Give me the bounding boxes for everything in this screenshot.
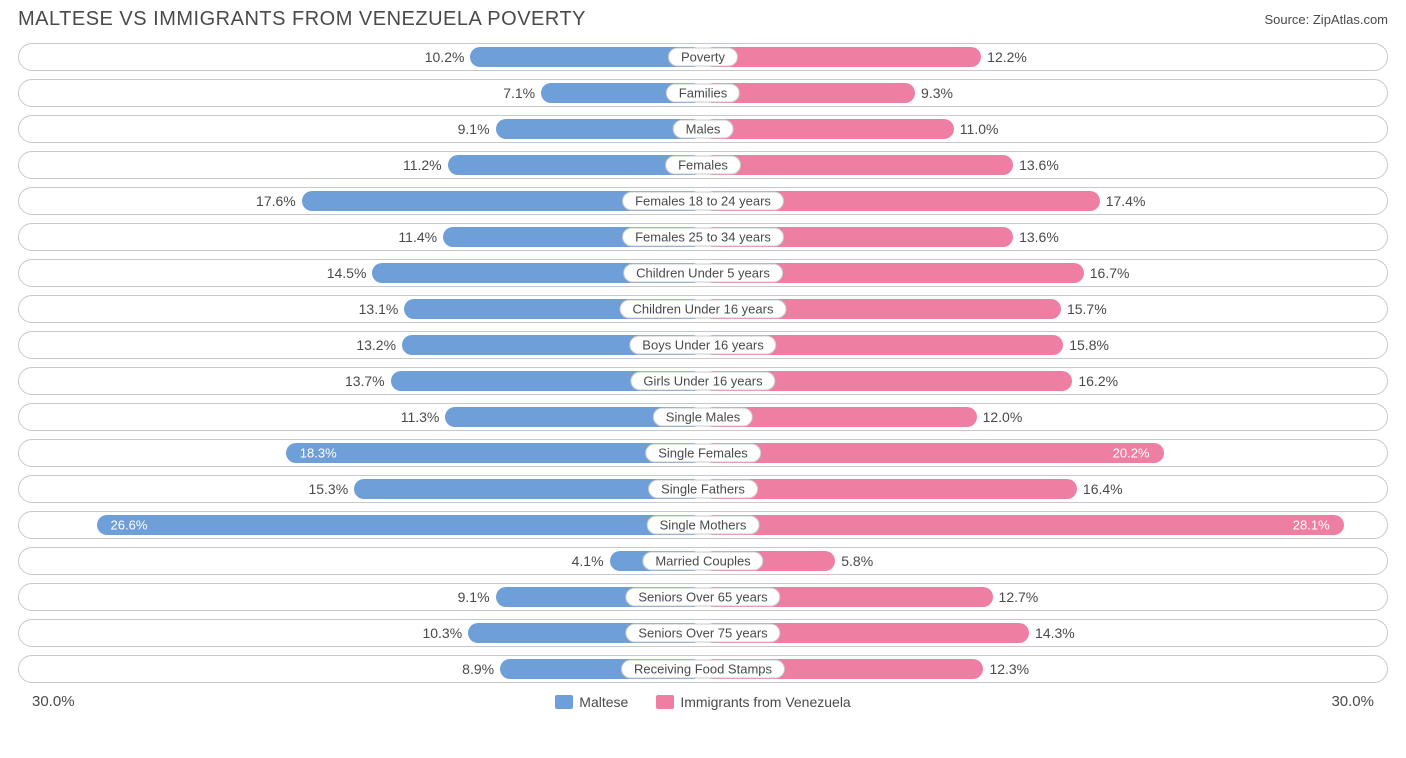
axis-max-right: 30.0% (1331, 693, 1374, 710)
legend-item-left: Maltese (555, 694, 628, 710)
value-right: 16.7% (1084, 265, 1136, 281)
category-label: Females 25 to 34 years (622, 228, 784, 247)
chart-row: 13.7% 16.2% Girls Under 16 years (18, 367, 1388, 395)
chart-row: 4.1% 5.8% Married Couples (18, 547, 1388, 575)
value-left: 13.7% (339, 373, 391, 389)
value-left: 8.9% (456, 661, 500, 677)
value-right: 12.3% (983, 661, 1035, 677)
chart-title: MALTESE VS IMMIGRANTS FROM VENEZUELA POV… (18, 8, 586, 31)
category-label: Males (673, 120, 734, 139)
bar-right (703, 155, 1013, 175)
chart-row: 11.2% 13.6% Females (18, 151, 1388, 179)
chart-row: 9.1% 11.0% Males (18, 115, 1388, 143)
value-left: 17.6% (250, 193, 302, 209)
value-left: 11.4% (392, 229, 443, 245)
legend-label-right: Immigrants from Venezuela (680, 694, 850, 710)
chart-row: 9.1% 12.7% Seniors Over 65 years (18, 583, 1388, 611)
value-right: 13.6% (1013, 229, 1065, 245)
chart-row: 10.2% 12.2% Poverty (18, 43, 1388, 71)
bar-right: 20.2% (703, 443, 1164, 463)
chart-row: 11.3% 12.0% Single Males (18, 403, 1388, 431)
legend-item-right: Immigrants from Venezuela (656, 694, 850, 710)
value-right: 9.3% (915, 85, 959, 101)
category-label: Single Fathers (648, 480, 758, 499)
category-label: Married Couples (642, 552, 763, 571)
category-label: Boys Under 16 years (629, 336, 776, 355)
category-label: Seniors Over 75 years (625, 624, 780, 643)
chart-row: 10.3% 14.3% Seniors Over 75 years (18, 619, 1388, 647)
value-right: 28.1% (1287, 518, 1336, 533)
category-label: Seniors Over 65 years (625, 588, 780, 607)
chart-row: 15.3% 16.4% Single Fathers (18, 475, 1388, 503)
value-right: 14.3% (1029, 625, 1081, 641)
legend: Maltese Immigrants from Venezuela (555, 694, 850, 710)
bar-right (703, 47, 981, 67)
bar-right (703, 479, 1077, 499)
value-left: 9.1% (452, 121, 496, 137)
value-left: 10.3% (416, 625, 468, 641)
category-label: Single Mothers (647, 516, 760, 535)
source-label: Source: ZipAtlas.com (1264, 12, 1388, 27)
value-left: 10.2% (419, 49, 471, 65)
category-label: Receiving Food Stamps (621, 660, 785, 679)
value-right: 5.8% (835, 553, 879, 569)
bar-right: 28.1% (703, 515, 1344, 535)
category-label: Females 18 to 24 years (622, 192, 784, 211)
value-right: 16.4% (1077, 481, 1129, 497)
category-label: Single Females (645, 444, 761, 463)
bar-left: 18.3% (286, 443, 703, 463)
chart-row: 11.4% 13.6% Females 25 to 34 years (18, 223, 1388, 251)
value-left: 18.3% (294, 446, 343, 461)
category-label: Females (665, 156, 741, 175)
chart-row: 17.6% 17.4% Females 18 to 24 years (18, 187, 1388, 215)
axis-max-left: 30.0% (32, 693, 75, 710)
chart-row: 13.1% 15.7% Children Under 16 years (18, 295, 1388, 323)
value-left: 13.1% (353, 301, 405, 317)
category-label: Children Under 5 years (623, 264, 783, 283)
value-right: 16.2% (1072, 373, 1124, 389)
value-right: 13.6% (1013, 157, 1065, 173)
value-right: 11.0% (954, 121, 1005, 137)
value-left: 7.1% (497, 85, 541, 101)
value-left: 9.1% (452, 589, 496, 605)
value-left: 15.3% (302, 481, 354, 497)
chart-row: 7.1% 9.3% Families (18, 79, 1388, 107)
value-right: 12.7% (993, 589, 1045, 605)
value-right: 12.0% (977, 409, 1029, 425)
value-left: 11.2% (397, 157, 448, 173)
value-right: 20.2% (1107, 446, 1156, 461)
category-label: Poverty (668, 48, 738, 67)
value-left: 14.5% (321, 265, 373, 281)
chart-row: 14.5% 16.7% Children Under 5 years (18, 259, 1388, 287)
bar-right (703, 119, 954, 139)
value-left: 11.3% (395, 409, 446, 425)
legend-swatch-left (555, 695, 573, 709)
value-right: 17.4% (1100, 193, 1152, 209)
value-right: 15.8% (1063, 337, 1115, 353)
legend-label-left: Maltese (579, 694, 628, 710)
value-left: 26.6% (105, 518, 154, 533)
chart-row: 26.6% 28.1% Single Mothers (18, 511, 1388, 539)
value-right: 15.7% (1061, 301, 1113, 317)
chart-area: 10.2% 12.2% Poverty 7.1% 9.3% Families 9.1% 11.… (0, 35, 1406, 683)
legend-swatch-right (656, 695, 674, 709)
category-label: Children Under 16 years (620, 300, 787, 319)
category-label: Families (666, 84, 740, 103)
value-right: 12.2% (981, 49, 1033, 65)
bar-left: 26.6% (97, 515, 703, 535)
category-label: Girls Under 16 years (630, 372, 775, 391)
value-left: 4.1% (566, 553, 610, 569)
chart-row: 8.9% 12.3% Receiving Food Stamps (18, 655, 1388, 683)
chart-row: 13.2% 15.8% Boys Under 16 years (18, 331, 1388, 359)
value-left: 13.2% (350, 337, 402, 353)
category-label: Single Males (653, 408, 753, 427)
chart-row: 18.3% 20.2% Single Females (18, 439, 1388, 467)
